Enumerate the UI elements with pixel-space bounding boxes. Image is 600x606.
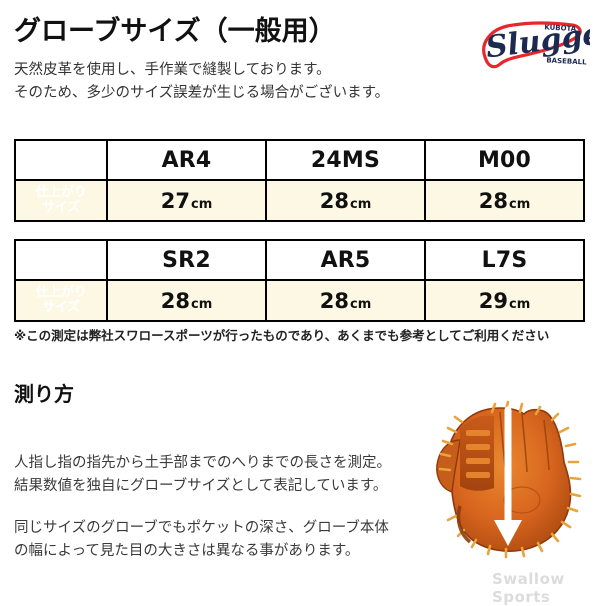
value-number: 28 xyxy=(160,288,190,313)
table-row-values: 仕上がり サイズ 27cm 28cm 28cm xyxy=(14,179,585,222)
size-cell: AR5 xyxy=(265,239,426,281)
logo-baseball-label: BASEBALL xyxy=(546,56,587,66)
size-cell: 24MS xyxy=(265,139,426,181)
glove-wrist-strap xyxy=(456,505,472,544)
size-table-2: サイズ SR2 AR5 L7S 仕上がり サイズ 28cm 28cm 29cm xyxy=(14,239,585,322)
table-row-values: 仕上がり サイズ 28cm 28cm 29cm xyxy=(14,279,585,322)
value-cell: 27cm xyxy=(106,179,267,222)
row-label-finished-size: 仕上がり サイズ xyxy=(14,179,108,222)
value-cell: 28cm xyxy=(106,279,267,322)
value-unit: cm xyxy=(190,196,213,212)
value-unit: cm xyxy=(349,296,372,312)
glove-lacing xyxy=(438,400,582,559)
size-cell: AR4 xyxy=(106,139,267,181)
row-label-line-2: サイズ xyxy=(42,299,80,315)
header: グローブサイズ（一般用） 天然皮革を使用し、手作業で縫製しております。 そのため… xyxy=(14,16,586,104)
value-number: 27 xyxy=(160,188,190,213)
value-unit: cm xyxy=(508,196,531,212)
value-number: 28 xyxy=(319,188,349,213)
table-row-sizes: サイズ AR4 24MS M00 xyxy=(14,139,585,181)
value-number: 28 xyxy=(319,288,349,313)
value-unit: cm xyxy=(349,196,372,212)
howto-section-title: 測り方 xyxy=(14,382,74,406)
row-label-line-1: 仕上がり xyxy=(35,185,87,201)
swallow-sports-watermark: Swallow Sports xyxy=(492,570,565,606)
logo-kubota-label: KUBOTA xyxy=(544,23,577,33)
row-label-size: サイズ xyxy=(14,239,108,281)
howto-section-body: 人指し指の指先から土手部までのへりまでの長さを測定。 結果数値を独自にグローブサ… xyxy=(14,452,444,564)
howto-p1-line-1: 人指し指の指先から土手部までのへりまでの長さを測定。 xyxy=(14,455,391,471)
row-label-size: サイズ xyxy=(14,139,108,181)
value-unit: cm xyxy=(508,296,531,312)
intro-line-2: そのため、多少のサイズ誤差が生じる場合がございます。 xyxy=(14,84,390,101)
measurement-disclaimer: ※この測定は弊社スワロースポーツが行ったものであり、あくまでも参考としてご利用く… xyxy=(14,328,550,343)
size-cell: SR2 xyxy=(106,239,267,281)
glove-thumb xyxy=(436,439,461,493)
howto-p1-line-2: 結果数値を独自にグローブサイズとして表記しています。 xyxy=(14,478,388,495)
size-cell: M00 xyxy=(424,139,585,181)
size-cell: L7S xyxy=(424,239,585,281)
row-label-finished-size: 仕上がり サイズ xyxy=(14,279,108,322)
measurement-arrow-icon xyxy=(494,406,522,546)
value-cell: 28cm xyxy=(265,179,426,222)
value-unit: cm xyxy=(190,296,213,312)
value-number: 29 xyxy=(478,288,508,313)
table-row-sizes: サイズ SR2 AR5 L7S xyxy=(14,239,585,281)
slugger-logo: Slugger KUBOTA BASEBALL xyxy=(474,12,590,78)
value-cell: 29cm xyxy=(424,279,585,322)
value-cell: 28cm xyxy=(424,179,585,222)
glove-web-panel xyxy=(460,415,494,491)
intro-text: 天然皮革を使用し、手作業で縫製しております。 そのため、多少のサイズ誤差が生じる… xyxy=(14,59,586,104)
value-number: 28 xyxy=(478,188,508,213)
howto-p2-line-2: の幅によって見た目の大きさは異なる事があります。 xyxy=(14,543,360,560)
page-title: グローブサイズ（一般用） xyxy=(14,16,336,47)
size-table-1: サイズ AR4 24MS M00 仕上がり サイズ 27cm 28cm 28cm xyxy=(14,139,585,222)
intro-line-1: 天然皮革を使用し、手作業で縫製しております。 xyxy=(14,62,331,79)
row-label-line-2: サイズ xyxy=(42,199,80,215)
baseball-glove-photo xyxy=(426,396,592,564)
glove-brand-stamp xyxy=(503,486,541,514)
value-cell: 28cm xyxy=(265,279,426,322)
howto-p2-line-1: 同じサイズのグローブでもポケットの深さ、グローブ本体 xyxy=(14,519,389,536)
row-label-line-1: 仕上がり xyxy=(35,285,87,301)
